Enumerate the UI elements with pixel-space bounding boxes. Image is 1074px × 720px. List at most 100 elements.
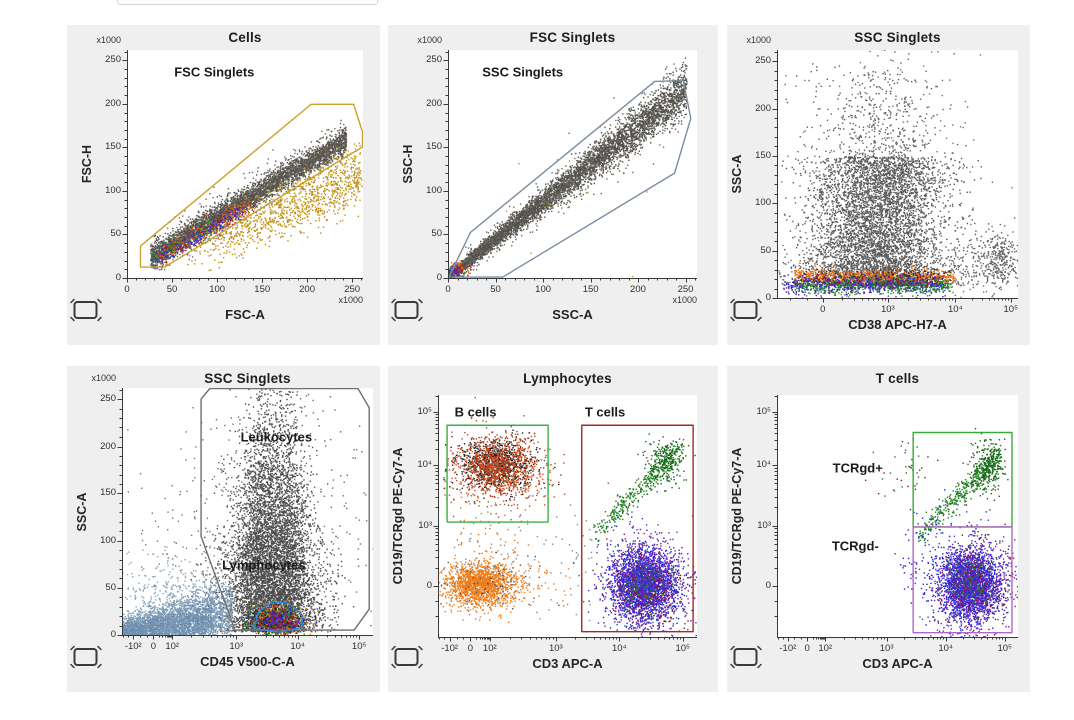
y-tick-label: 0 (765, 292, 771, 303)
y-tick-label: 0 (115, 272, 121, 283)
gate-label[interactable]: T cells (584, 404, 626, 420)
x-tick-label: -10² (779, 643, 797, 654)
y-tick-label: 250 (426, 54, 442, 66)
gate-label[interactable]: B cells (454, 404, 497, 420)
scatter-canvas[interactable] (388, 366, 718, 692)
y-axis-multiplier: x1000 (96, 35, 121, 45)
plot-title: T cells (875, 371, 920, 386)
x-tick-label: 10⁴ (611, 643, 627, 654)
y-tick-label: 0 (110, 629, 116, 640)
x-tick-label: 0 (124, 284, 130, 295)
x-tick-label: 250 (344, 284, 361, 295)
x-tick-label: 200 (299, 284, 315, 295)
scatter-canvas[interactable] (67, 366, 380, 692)
x-tick-label: 100 (209, 284, 226, 295)
y-tick-label: 0 (436, 272, 442, 283)
x-tick-label: 10⁵ (1003, 304, 1019, 315)
x-tick-label: -10² (124, 641, 142, 652)
gate-label[interactable]: Lymphocytes (222, 557, 306, 573)
plot-title: FSC Singlets (529, 30, 616, 45)
y-tick-label: 150 (105, 141, 121, 153)
y-tick-label: 150 (100, 487, 116, 499)
x-tick-label: 10³ (548, 643, 563, 654)
y-tick-label: 100 (426, 184, 442, 196)
gate-tool-icon[interactable] (69, 297, 103, 324)
y-tick-label: 10⁴ (417, 459, 432, 471)
scatter-canvas[interactable] (727, 366, 1030, 692)
y-tick-label: 150 (755, 149, 771, 161)
x-tick-label: 10³ (879, 643, 894, 654)
plot-panel-lymphocytes: Lymphocytes CD19/TCRgd PE-Cy7-A CD3 APC-… (388, 366, 718, 692)
y-tick-label: 10⁵ (417, 405, 432, 417)
plot-panel-cells: Cells FSC-H x1000 x1000 FSC-A 0 50 100 150 2… (67, 25, 380, 345)
y-tick-label: 10³ (757, 519, 771, 531)
y-tick-label: 250 (105, 54, 121, 66)
y-tick-label: 10³ (418, 519, 432, 531)
x-axis-multiplier: x1000 (672, 295, 697, 305)
scatter-canvas[interactable] (727, 25, 1030, 345)
y-tick-label: 50 (105, 581, 116, 593)
gate-label[interactable]: FSC Singlets (174, 64, 255, 80)
plot-panel-fsc-singlets: FSC Singlets SSC-H x1000 x1000 SSC-A 0 50… (388, 25, 718, 345)
y-tick-label: 250 (100, 393, 116, 405)
gate-tool-icon[interactable] (390, 644, 424, 671)
y-tick-label: 150 (426, 141, 442, 153)
x-tick-label: 10³ (880, 304, 895, 315)
gate-tool-icon[interactable] (390, 297, 424, 324)
y-tick-label: 100 (100, 534, 116, 546)
y-tick-label: 10⁴ (756, 459, 771, 471)
x-tick-label: 10⁴ (948, 304, 963, 315)
y-tick-label: 200 (100, 440, 116, 452)
cropped-ui-element-top (117, 0, 378, 5)
y-tick-label: 100 (755, 197, 771, 209)
x-axis-label: FSC-A (225, 307, 265, 322)
x-tick-label: 0 (804, 643, 810, 654)
x-tick-label: 150 (582, 284, 599, 295)
y-tick-label: 200 (105, 98, 121, 110)
plot-title: SSC Singlets (854, 30, 941, 45)
x-tick-label: 0 (467, 643, 474, 654)
gate-tool-icon[interactable] (729, 644, 763, 671)
gate-tool-icon[interactable] (729, 297, 763, 324)
y-tick-label: 50 (110, 228, 121, 240)
x-tick-label: 10² (482, 643, 497, 654)
scatter-canvas[interactable] (67, 25, 380, 345)
y-tick-label: 250 (755, 55, 771, 67)
y-tick-label: 50 (431, 228, 442, 240)
y-tick-label: 200 (755, 102, 771, 114)
y-tick-label: 10⁵ (756, 405, 771, 417)
scatter-canvas[interactable] (388, 25, 718, 345)
x-axis-label: CD3 APC-A (862, 656, 933, 671)
gate-label[interactable]: TCRgd+ (832, 460, 883, 476)
x-tick-label: 100 (535, 284, 552, 295)
gate-tool-icon[interactable] (69, 644, 103, 671)
y-tick-label: 50 (760, 244, 771, 256)
gate-label[interactable]: SSC Singlets (482, 64, 564, 80)
x-tick-label: 0 (445, 284, 451, 295)
x-tick-label: 10⁵ (997, 643, 1012, 654)
x-tick-label: 0 (150, 641, 157, 652)
plot-panel-ssc-singlets-cd38: SSC Singlets SSC-A x1000 CD38 APC-H7-A 0… (727, 25, 1030, 345)
y-axis-multiplier: x1000 (746, 35, 771, 45)
x-tick-label: 0 (820, 304, 826, 315)
y-axis-multiplier: x1000 (417, 35, 442, 45)
y-tick-label: 100 (105, 184, 121, 196)
x-tick-label: 10⁴ (938, 643, 954, 654)
x-axis-label: CD3 APC-A (532, 656, 603, 671)
y-tick-label: 200 (426, 98, 442, 110)
x-axis-multiplier: x1000 (338, 295, 363, 305)
gate-label[interactable]: Leukocytes (240, 429, 313, 445)
x-tick-label: 10³ (229, 641, 244, 652)
gate-label[interactable]: TCRgd- (831, 538, 879, 554)
x-tick-label: 10² (818, 643, 833, 654)
x-axis-label: CD38 APC-H7-A (848, 317, 947, 332)
plot-title: Lymphocytes (523, 371, 612, 386)
x-tick-label: 10⁵ (675, 643, 691, 654)
plot-title: Cells (228, 30, 262, 45)
x-tick-label: -10² (441, 643, 459, 654)
x-tick-label: 200 (630, 284, 646, 295)
y-tick-label: 0 (765, 580, 771, 592)
plot-panel-ssc-singlets-cd45: SSC Singlets SSC-A x1000 CD45 V500-C-A -… (67, 366, 380, 692)
x-tick-label: 250 (677, 284, 694, 295)
